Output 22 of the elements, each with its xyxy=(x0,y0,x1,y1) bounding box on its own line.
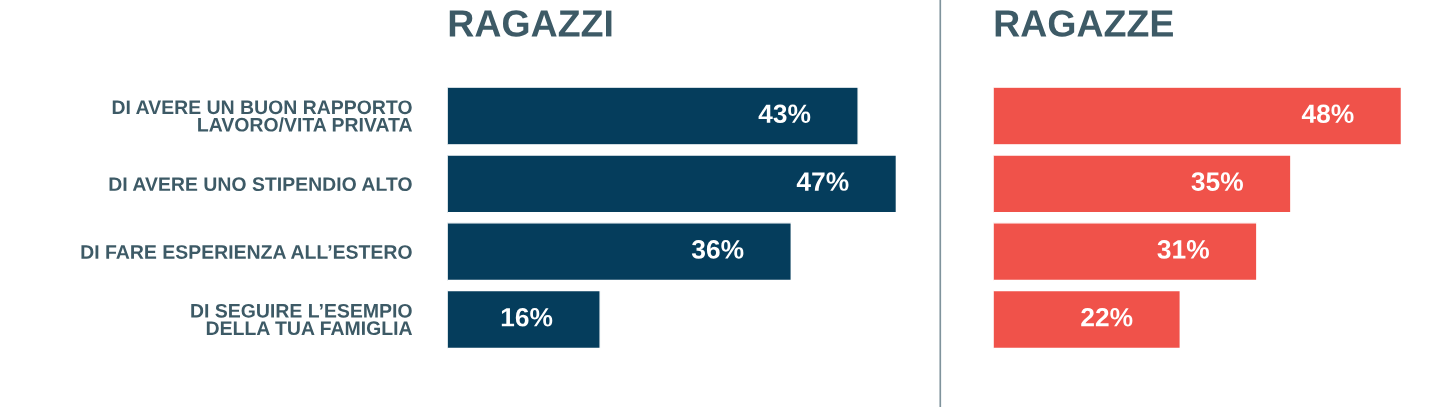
data-label: 43% xyxy=(758,104,811,124)
chart-title: RAGAZZI xyxy=(449,10,612,37)
data-label: 47% xyxy=(796,172,849,191)
bar xyxy=(447,86,859,146)
bar xyxy=(447,289,601,350)
y-tick-label: DI AVERE UNO STIPENDIO ALTO xyxy=(109,177,412,192)
data-label: 35% xyxy=(1191,172,1243,191)
data-label: 16% xyxy=(501,307,553,327)
y-tick-label: DI AVERE UN BUON RAPPORTO LAVORO/VITA PRIVATA xyxy=(112,100,413,132)
data-label: 48% xyxy=(1301,104,1354,124)
y-tick-label: DI FARE ESPERIENZA ALL’ESTERO xyxy=(81,245,412,259)
bar xyxy=(993,154,1292,214)
bar xyxy=(993,222,1258,282)
bar xyxy=(447,222,792,282)
data-label: 22% xyxy=(1081,307,1133,327)
bar xyxy=(993,289,1181,350)
bar xyxy=(447,154,898,214)
bar xyxy=(993,86,1403,146)
data-label: 31% xyxy=(1157,240,1209,259)
y-tick-label: DI SEGUIRE L’ESEMPIO DELLA TUA FAMIGLIA xyxy=(191,303,413,336)
chart-title: RAGAZZE xyxy=(995,10,1173,37)
data-label: 36% xyxy=(691,240,744,259)
